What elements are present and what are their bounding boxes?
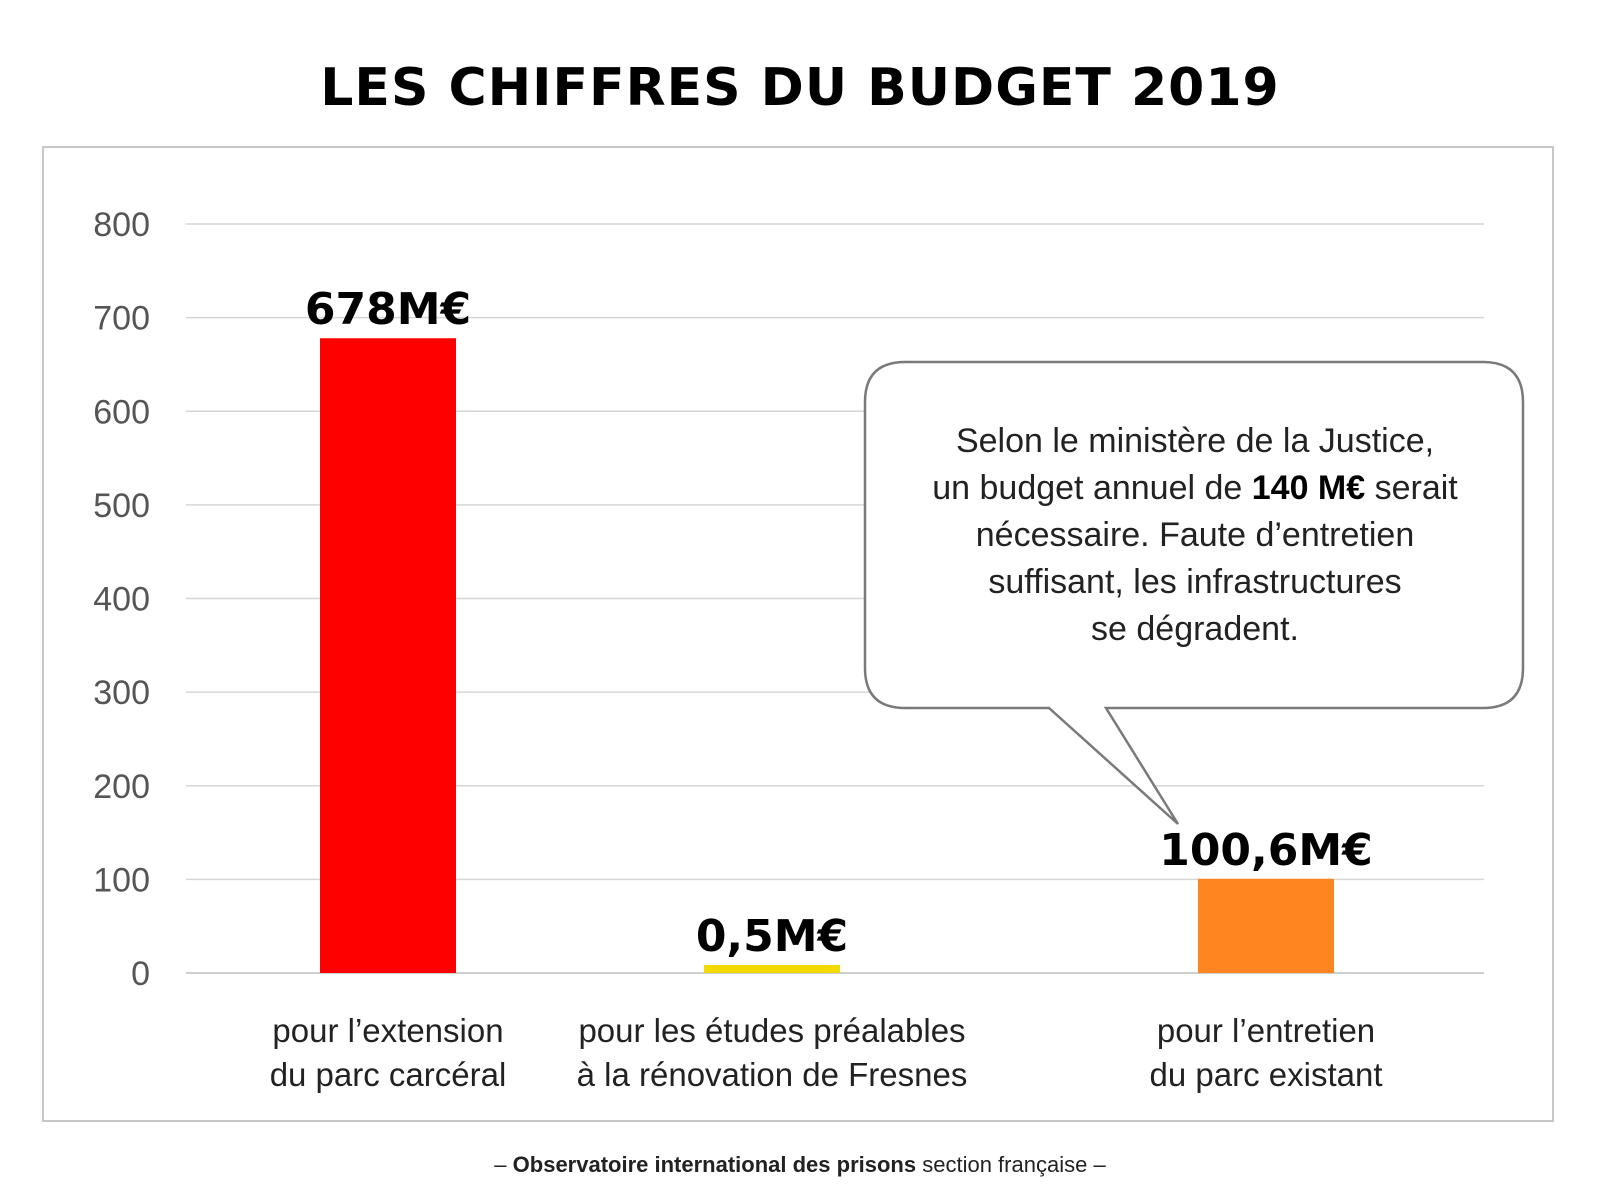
bar-value-label: 100,6M€ [1159, 825, 1373, 876]
chart-frame [42, 146, 1554, 1122]
callout-line-2-end: serait [1365, 469, 1458, 507]
callout-line-4: suffisant, les infrastructures [988, 563, 1402, 601]
bar [320, 338, 456, 973]
y-tick-label: 100 [93, 861, 150, 899]
y-tick-label: 0 [131, 955, 150, 993]
category-label: du parc existant [1150, 1056, 1383, 1093]
footer-dash-right: – [1093, 1152, 1106, 1177]
y-tick-label: 800 [93, 206, 150, 244]
y-tick-label: 700 [93, 300, 150, 338]
bar [1198, 878, 1334, 973]
category-label: pour l’entretien [1157, 1012, 1375, 1049]
y-tick-label: 200 [93, 768, 150, 806]
callout-line-3: nécessaire. Faute d’entretien [975, 516, 1415, 554]
category-label: du parc carcéral [270, 1056, 507, 1093]
category-label: pour l’extension [272, 1012, 503, 1049]
footer-organization: Observatoire international des prisons [512, 1152, 917, 1177]
y-tick-label: 400 [93, 581, 150, 619]
bar-value-label: 0,5M€ [696, 911, 848, 962]
y-tick-label: 500 [93, 487, 150, 525]
callout-line-2-start: un budget annuel de [932, 469, 1252, 507]
callout-bubble [863, 360, 1525, 825]
source-footer: – Observatoire international des prisons… [0, 1152, 1600, 1178]
chart-title: LES CHIFFRES DU BUDGET 2019 [320, 58, 1280, 118]
callout-highlight-amount: 140 M€ [1251, 469, 1366, 507]
callout-line-1: Selon le ministère de la Justice, [955, 422, 1435, 460]
category-label: pour les études préalables [578, 1012, 965, 1049]
footer-dash-left: – [494, 1152, 507, 1177]
callout-line-2: un budget annuel de 140 M€ serait [885, 465, 1505, 512]
callout-text: Selon le ministère de la Justice, un bud… [885, 418, 1505, 653]
footer-section: section française [922, 1152, 1088, 1177]
y-tick-label: 600 [93, 393, 150, 431]
callout-line-5: se dégradent. [1091, 610, 1299, 648]
bar-value-label: 678M€ [305, 284, 471, 335]
bar [704, 965, 840, 973]
category-label: à la rénovation de Fresnes [577, 1056, 968, 1093]
y-tick-label: 300 [93, 674, 150, 712]
